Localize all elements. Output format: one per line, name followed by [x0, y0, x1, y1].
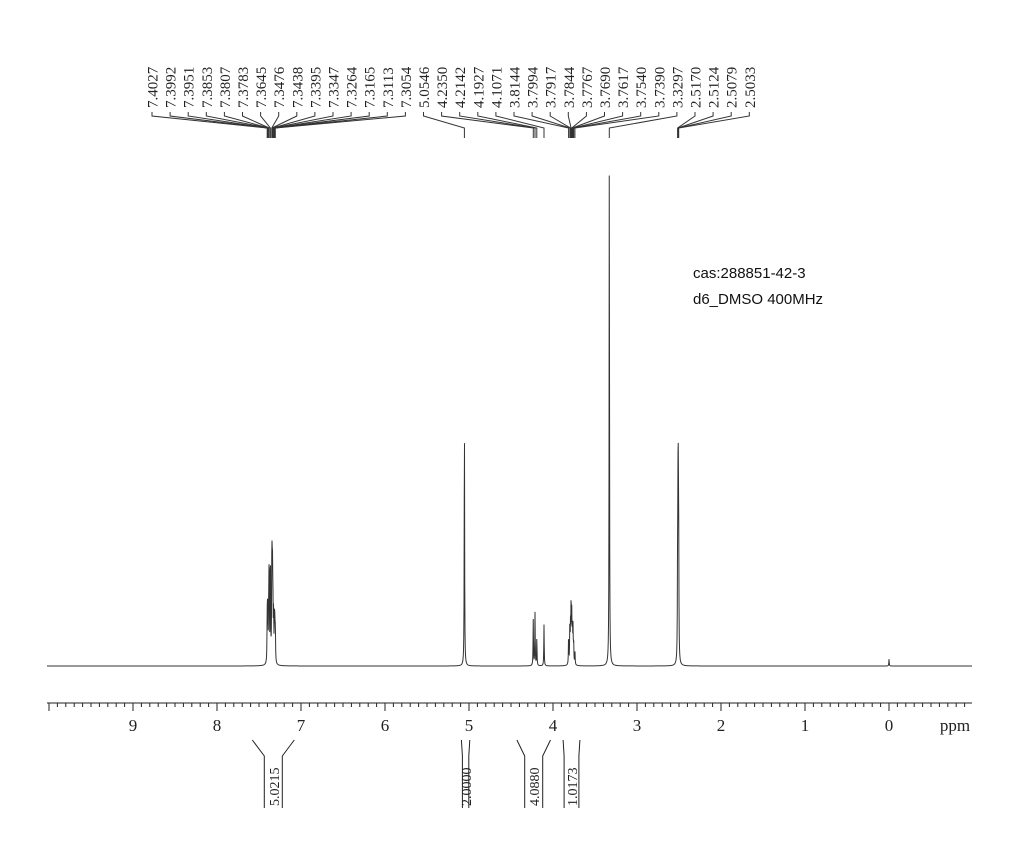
peak-shift-label: 2.5124 — [707, 66, 723, 108]
peak-label-connector — [187, 112, 269, 138]
peak-shift-label: 3.7690 — [598, 67, 614, 108]
peak-label-connector — [571, 112, 605, 138]
peak-label-connector — [274, 112, 406, 138]
peak-shift-label: 3.7994 — [526, 66, 542, 108]
integral-bracket-left — [516, 739, 526, 808]
peak-shift-label: 7.3347 — [327, 66, 343, 108]
peak-shift-label: 2.5170 — [689, 67, 705, 108]
peak-shift-label: 7.3645 — [254, 67, 270, 108]
tick-label: 8 — [213, 716, 222, 735]
peak-label-connectors — [151, 112, 750, 138]
integral-bracket-right — [542, 739, 551, 808]
peak-label-connector — [495, 112, 545, 138]
solvent-frequency-annotation: d6_DMSO 400MHz — [693, 291, 824, 308]
peak-label-connector — [608, 112, 678, 138]
peak-label-connector — [574, 112, 660, 138]
cas-number-annotation: cas:288851-42-3 — [693, 265, 806, 282]
peak-label-connector — [477, 112, 538, 138]
peak-shift-label: 7.3165 — [363, 67, 379, 108]
peak-shift-label: 3.7390 — [652, 67, 668, 108]
integral-bracket-right — [281, 739, 295, 808]
tick-label: 2 — [717, 716, 726, 735]
peak-shift-label: 7.3951 — [182, 67, 198, 108]
integral-value-label: 1.0173 — [566, 768, 581, 807]
peak-shift-label: 4.2350 — [435, 67, 451, 108]
peak-shift-label: 7.4027 — [146, 66, 162, 108]
peak-shift-label: 4.1071 — [489, 67, 505, 108]
peak-shift-label: 3.7917 — [544, 66, 560, 108]
integral-value-label: 2.0000 — [460, 768, 475, 807]
peak-label-connector — [423, 112, 465, 138]
peak-label-connector — [513, 112, 570, 138]
integral-value-label: 5.0215 — [268, 768, 283, 807]
peak-label-connector — [242, 112, 270, 138]
peak-shift-label: 5.0546 — [417, 66, 433, 108]
peak-shift-label: 2.5079 — [725, 67, 741, 108]
peak-label-connector — [260, 112, 271, 138]
peak-label-connector — [571, 112, 587, 138]
integral-regions: 5.0215 2.0000 4.0880 1.0173 — [251, 739, 581, 808]
peak-shift-label: 4.2142 — [453, 67, 469, 108]
integral-bracket-left — [562, 739, 565, 808]
peak-shift-label: 4.1927 — [471, 66, 487, 108]
peak-shift-label: 7.3807 — [218, 66, 234, 108]
peak-label-connector — [549, 112, 571, 138]
peak-shift-label: 3.8144 — [508, 66, 524, 108]
peak-shift-label: 7.3264 — [345, 66, 361, 108]
peak-shift-label: 3.7540 — [634, 67, 650, 108]
peak-label-connector — [678, 112, 750, 138]
peak-shift-label: 7.3476 — [272, 66, 288, 108]
peak-label-connector — [441, 112, 534, 138]
peak-shift-label: 7.3438 — [290, 67, 306, 108]
peak-label-connector — [272, 112, 334, 138]
tick-label: 9 — [129, 716, 138, 735]
ppm-axis: 9 8 7 6 5 4 3 2 1 0 ppm — [47, 702, 972, 735]
tick-label: 6 — [381, 716, 390, 735]
peak-shift-label: 3.3297 — [670, 66, 686, 108]
peak-labels: 7.4027 7.3992 7.3951 7.3853 7.3807 7.3783 7.36… — [146, 66, 759, 108]
peak-label-connector — [531, 112, 571, 138]
peak-label-connector — [567, 112, 572, 138]
tick-label: 1 — [801, 716, 810, 735]
integral-bracket-right — [578, 739, 581, 808]
peak-shift-label: 2.5033 — [743, 67, 759, 108]
integral-bracket-left — [460, 739, 463, 808]
peak-shift-label: 3.7767 — [580, 66, 596, 108]
peak-shift-label: 7.3113 — [381, 67, 397, 108]
peak-shift-label: 7.3783 — [236, 67, 252, 108]
tick-label: 0 — [885, 716, 894, 735]
integral-value-label: 4.0880 — [528, 768, 543, 807]
x-axis-label: ppm — [940, 716, 970, 735]
tick-label: 3 — [633, 716, 642, 735]
peak-label-connector — [273, 112, 352, 138]
tick-label: 7 — [297, 716, 306, 735]
peak-shift-label: 7.3395 — [308, 67, 324, 108]
tick-label: 4 — [549, 716, 558, 735]
peak-shift-label: 3.7844 — [562, 66, 578, 108]
integral-bracket-left — [251, 739, 265, 808]
peak-shift-label: 3.7617 — [616, 66, 632, 108]
peak-label-connector — [573, 112, 642, 138]
spectrum-trace — [47, 175, 972, 667]
integral-bracket-right — [468, 739, 471, 808]
peak-shift-label: 7.3853 — [200, 67, 216, 108]
peak-label-connector — [459, 112, 536, 138]
peak-shift-label: 7.3054 — [399, 66, 415, 108]
peak-shift-label: 7.3992 — [164, 67, 180, 108]
peak-label-connector — [572, 112, 624, 138]
tick-label: 5 — [465, 716, 474, 735]
